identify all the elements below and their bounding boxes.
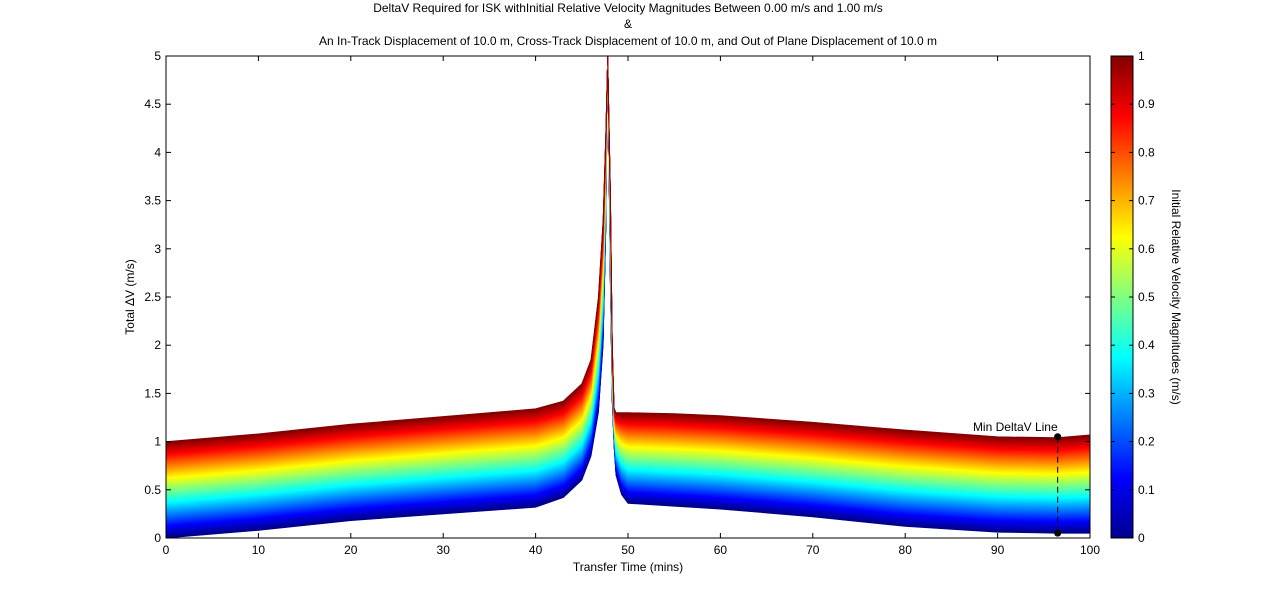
- y-tick-label: 5: [154, 49, 161, 63]
- colorbar-ticks: 0 0.1 0.2 0.3 0.4 0.5 0.6 0.7 0.8 0.9 1: [1111, 49, 1155, 545]
- annotations: Min DeltaV Line: [973, 420, 1062, 537]
- colorbar-tick-label: 0.7: [1138, 194, 1155, 208]
- colorbar-tick-label: 0: [1138, 531, 1145, 545]
- x-tick-label: 90: [991, 543, 1005, 557]
- y-tick-label: 1: [154, 435, 161, 449]
- colorbar-tick-label: 0.3: [1138, 386, 1155, 400]
- colorbar-tick-label: 0.1: [1138, 483, 1155, 497]
- y-tick-label: 3: [154, 242, 161, 256]
- x-tick-label: 100: [1080, 543, 1100, 557]
- y-tick-label: 2: [154, 338, 161, 352]
- x-tick-label: 70: [806, 543, 820, 557]
- x-tick-label: 80: [899, 543, 913, 557]
- x-tick-label: 40: [529, 543, 543, 557]
- min-deltav-label: Min DeltaV Line: [973, 420, 1058, 434]
- min-deltav-bottom-marker: [1054, 529, 1062, 537]
- x-tick-label: 50: [621, 543, 635, 557]
- y-tick-label: 4.5: [144, 97, 161, 111]
- colorbar-tick-label: 0.8: [1138, 145, 1155, 159]
- x-tick-label: 30: [437, 543, 451, 557]
- y-tick-label: 4: [154, 145, 161, 159]
- delta-symbol: ∆: [123, 297, 137, 307]
- y-tick-label: 0.5: [144, 483, 161, 497]
- y-tick-label: 2.5: [144, 290, 161, 304]
- data-bands: [166, 56, 1090, 538]
- y-tick-label: 1.5: [144, 386, 161, 400]
- band-segment-2-level-99: [607, 56, 1090, 440]
- band-segment-1-level-99: [166, 56, 609, 444]
- colorbar-tick-label: 0.6: [1138, 242, 1155, 256]
- x-tick-label: 20: [344, 543, 358, 557]
- colorbar-label: Initial Relative Velocity Magnitudes (m/…: [1169, 189, 1183, 404]
- chart-title-line-1: DeltaV Required for ISK withInitial Rela…: [373, 1, 883, 15]
- x-tick-label: 60: [714, 543, 728, 557]
- x-tick-label: 0: [163, 543, 170, 557]
- x-axis-label: Transfer Time (mins): [573, 560, 683, 574]
- x-tick-label: 10: [252, 543, 266, 557]
- y-tick-label: 3.5: [144, 194, 161, 208]
- y-axis-ticks: 0 0.5 1 1.5 2 2.5 3 3.5 4 4.5 5: [144, 49, 1090, 545]
- chart-title-line-3: An In-Track Displacement of 10.0 m, Cros…: [319, 34, 937, 48]
- y-tick-label: 0: [154, 531, 161, 545]
- min-deltav-top-marker: [1054, 433, 1062, 441]
- colorbar-tick-label: 0.5: [1138, 290, 1155, 304]
- chart-title-line-2: &: [624, 17, 632, 31]
- y-axis-label: Total ∆V (m/s): [123, 259, 137, 334]
- colorbar-tick-label: 0.4: [1138, 338, 1155, 352]
- colorbar-tick-label: 1: [1138, 49, 1145, 63]
- colorbar-tick-label: 0.2: [1138, 435, 1155, 449]
- colorbar-tick-label: 0.9: [1138, 97, 1155, 111]
- x-axis-ticks: 0 10 20 30 40 50 60 70 80 90 100: [163, 56, 1100, 557]
